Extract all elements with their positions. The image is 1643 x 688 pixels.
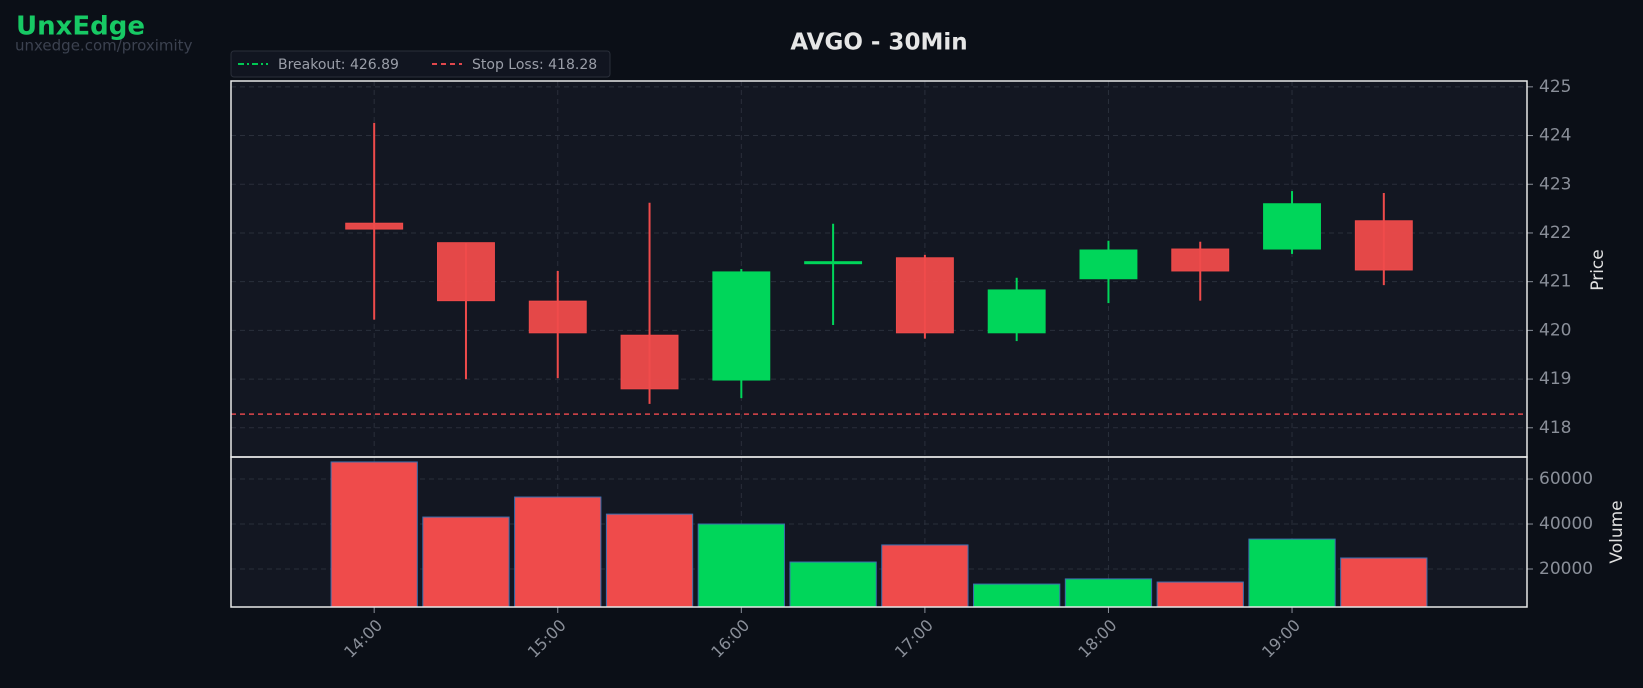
candle-body [712,271,771,381]
volume-frame [230,456,1528,608]
volume-bar [697,523,785,608]
volume-bar [1156,581,1244,608]
y-tick-label: 419 [1539,369,1571,389]
y-tick-label: 40000 [1539,514,1593,534]
candle-body [1263,203,1321,250]
volume-bar [330,461,418,608]
candle-body [528,300,587,334]
y-tick-label: 60000 [1539,469,1593,489]
y-tick-label: 422 [1539,223,1571,243]
y-tick-label: 418 [1539,418,1571,438]
candle-body [345,222,404,230]
volume-bar [973,583,1061,608]
volume-bar [422,516,510,608]
legend-label: Stop Loss: 418.28 [472,57,597,73]
y-tick-label: 424 [1539,126,1571,146]
volume-bar [881,544,969,608]
y-tick-label: 20000 [1539,559,1593,579]
volume-bar [514,496,602,608]
candle-body [1354,220,1413,271]
candle-body [987,289,1046,334]
candle-body [895,257,954,334]
plot: 14:00 15:00 16:00 17:00 18:00 19:004184194204… [231,77,1593,662]
volume-bar [1064,578,1153,608]
candle-body [620,334,679,390]
y-tick-label: 423 [1539,174,1571,194]
brand: UnxEdge [16,12,145,42]
candle-body [804,261,863,265]
y-tick-label: 420 [1539,320,1571,340]
volume-bar [1248,538,1336,608]
y-tick-label: 425 [1539,77,1571,97]
volume-axis-title: Volume [1607,500,1627,563]
legend-label: Breakout: 426.89 [278,57,399,73]
candle-body [1079,249,1138,280]
brand-url: unxedge.com/proximity [15,37,193,55]
volume-bar [1340,557,1428,608]
price-axis-title: Price [1588,249,1608,290]
volume-bar [605,513,694,608]
legend [230,50,611,78]
volume-bar [789,561,877,608]
y-tick-label: 421 [1539,272,1571,292]
candle-body [437,242,495,302]
candle-body [1171,248,1230,272]
chart-title: AVGO - 30Min [790,30,967,56]
price-panel [231,81,1527,457]
